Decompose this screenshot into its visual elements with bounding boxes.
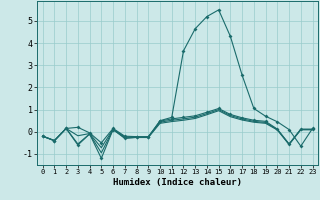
X-axis label: Humidex (Indice chaleur): Humidex (Indice chaleur) [113,178,242,187]
